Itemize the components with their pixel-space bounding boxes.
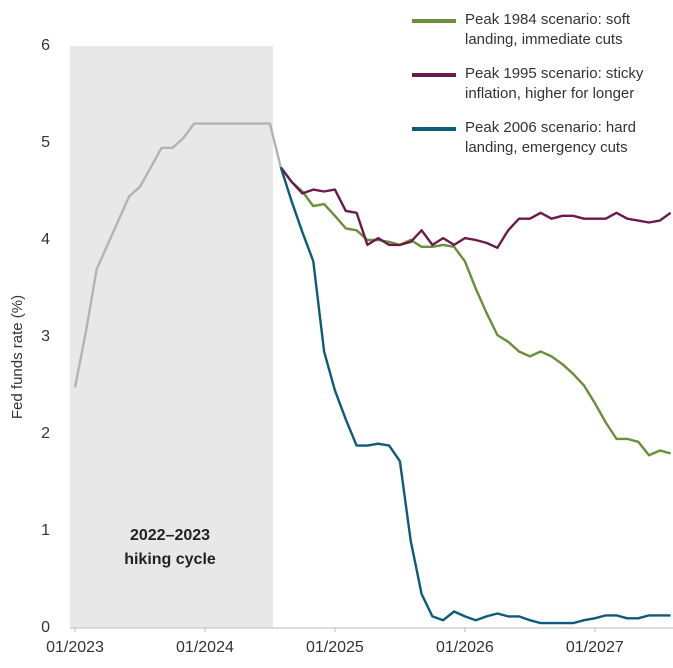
- y-tick-label: 0: [41, 619, 50, 636]
- x-tick-label: 01/2024: [176, 639, 234, 656]
- legend-item: Peak 1995 scenario: sticky inflation, hi…: [412, 64, 673, 104]
- shaded-region: [70, 46, 273, 628]
- legend-label: Peak 1995 scenario: sticky inflation, hi…: [465, 65, 644, 102]
- y-axis-label: Fed funds rate (%): [9, 295, 26, 419]
- line-series: [279, 166, 671, 625]
- x-tick-label: 01/2023: [46, 639, 104, 656]
- y-tick-label: 1: [41, 522, 50, 539]
- legend-item: Peak 2006 scenario: hard landing, emerge…: [412, 118, 673, 158]
- legend-label: Peak 1984 scenario: soft landing, immedi…: [465, 11, 631, 48]
- legend-item: Peak 1984 scenario: soft landing, immedi…: [412, 10, 673, 50]
- y-tick-label: 4: [41, 231, 50, 248]
- y-tick-label: 6: [41, 37, 50, 54]
- x-tick-label: 01/2025: [306, 639, 364, 656]
- legend-swatch: [412, 19, 456, 23]
- annotation: 2022–2023: [130, 527, 210, 544]
- legend: Peak 1984 scenario: soft landing, immedi…: [412, 10, 673, 172]
- line-series: [279, 166, 672, 249]
- line-series: [73, 122, 282, 388]
- annotation: hiking cycle: [124, 551, 216, 568]
- x-tick-label: 01/2026: [436, 639, 494, 656]
- legend-swatch: [412, 73, 456, 77]
- y-tick-label: 2: [41, 425, 50, 442]
- x-tick-label: 01/2027: [566, 639, 624, 656]
- legend-label: Peak 2006 scenario: hard landing, emerge…: [465, 119, 636, 156]
- legend-swatch: [412, 127, 456, 131]
- line-series: [279, 166, 671, 457]
- y-tick-label: 5: [41, 134, 50, 151]
- y-tick-label: 3: [41, 328, 50, 345]
